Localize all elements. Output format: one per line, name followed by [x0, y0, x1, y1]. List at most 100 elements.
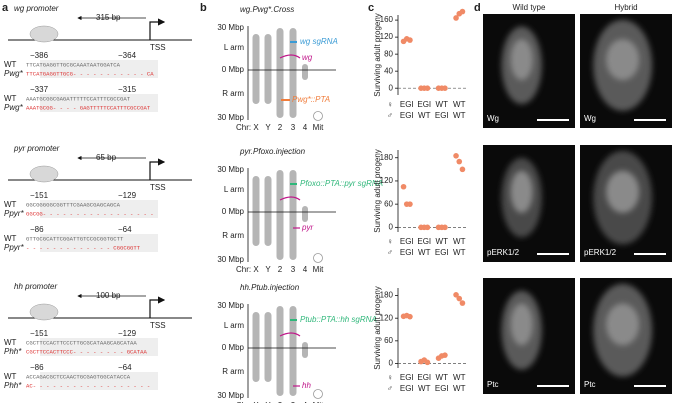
- female-label: WT: [436, 373, 449, 382]
- column-title: Hybrid: [614, 3, 637, 12]
- chromosome: [252, 176, 260, 246]
- male-label: WT: [453, 111, 466, 120]
- chromosome: [252, 34, 260, 104]
- axis-top: 30 Mbp: [217, 301, 244, 310]
- row-label: Ppyr*: [4, 243, 24, 252]
- sequence: TTCATGAGGTTGCGCAAATAATGGATCA: [26, 61, 121, 68]
- axis-bottom: 30 Mbp: [217, 113, 244, 122]
- male-label: EGI: [400, 248, 414, 257]
- row-label: WT: [4, 60, 17, 69]
- dot: [424, 85, 431, 91]
- sequence: CGCTTCCACTTCCCTTGCGCATAAGCAGCATAA: [26, 339, 137, 346]
- chr-name: 3: [291, 123, 296, 132]
- female-label: WT: [453, 373, 466, 382]
- chromosome: [289, 28, 297, 118]
- male-label: EGI: [435, 111, 449, 120]
- row-label: Phh*: [4, 381, 22, 390]
- distance-label: 315 bp: [96, 13, 121, 22]
- chr-label: Chr:: [236, 123, 251, 132]
- l-arm: L arm: [224, 43, 244, 52]
- male-label: WT: [418, 248, 431, 257]
- dot: [424, 359, 431, 366]
- chr-label: Chr:: [236, 401, 251, 403]
- tss-arrow: [149, 296, 166, 318]
- chr-name: 2: [278, 123, 283, 132]
- chr-name: 4: [303, 401, 308, 403]
- y-axis-label: Surviving adult progeny: [373, 13, 382, 97]
- dot: [459, 8, 466, 15]
- stain-label: pERK1/2: [487, 248, 520, 257]
- y-tick-label: 120: [380, 176, 394, 185]
- cas9-complex: [29, 303, 59, 321]
- y-tick-label: 40: [384, 66, 393, 75]
- diagram-title: hh.Ptub.injection: [240, 283, 300, 292]
- female-label: WT: [436, 100, 449, 109]
- column-title: Wild type: [513, 3, 546, 12]
- male-symbol: ♂: [387, 384, 393, 393]
- chromosome: [264, 34, 272, 104]
- position: −151: [30, 191, 49, 200]
- highlight: [40, 60, 158, 78]
- tissue: [501, 26, 542, 105]
- axis-bottom: 30 Mbp: [217, 255, 244, 264]
- tss-arrow: [149, 158, 166, 180]
- female-symbol: ♀: [387, 373, 393, 382]
- y-tick-label: 160: [380, 15, 394, 24]
- sgrna-label: Ptub::PTA::hh sgRNA: [300, 315, 377, 324]
- zero: 0 Mbp: [222, 207, 245, 216]
- r-arm: R arm: [222, 231, 244, 240]
- sequence: CGCTTCCACTTCCC- - - - - - - - GCATAA: [26, 348, 147, 355]
- dot: [442, 352, 448, 358]
- construct-label: Pwg*::PTA: [292, 95, 330, 104]
- dot: [456, 158, 463, 165]
- zero: 0 Mbp: [222, 343, 245, 352]
- tissue-core: [606, 303, 640, 346]
- y-tick-label: 180: [380, 153, 394, 162]
- panel-label: a: [2, 2, 9, 14]
- chromosome: [289, 306, 297, 396]
- tissue: [593, 150, 653, 245]
- tss-label: TSS: [150, 43, 166, 52]
- tissue-core: [510, 170, 533, 213]
- chr-name: X: [253, 265, 259, 274]
- panel-label: b: [200, 2, 207, 14]
- tissue-core: [510, 303, 533, 346]
- y-axis-label: Surviving adult progeny: [373, 286, 382, 370]
- female-label: WT: [436, 237, 449, 246]
- sequence: ACCAGACGCTCCAACTGCGAGTGGCATACCA: [26, 373, 131, 380]
- zero: 0 Mbp: [222, 65, 245, 74]
- male-label: WT: [453, 248, 466, 257]
- row-label: WT: [4, 94, 17, 103]
- y-tick-label: 80: [384, 49, 393, 58]
- chr-name: Y: [265, 401, 271, 403]
- row-label: Pwg*: [4, 69, 24, 78]
- chr-name: Y: [265, 265, 271, 274]
- sequence: AAATGCGG- - - - GAGTTTTTCCATTTCGCCGAT: [26, 104, 151, 111]
- female-label: WT: [453, 237, 466, 246]
- female-label: WT: [453, 100, 466, 109]
- dot: [442, 224, 448, 231]
- r-arm: R arm: [222, 89, 244, 98]
- chr-name: 2: [278, 401, 283, 403]
- male-label: EGI: [400, 111, 414, 120]
- male-label: EGI: [435, 384, 449, 393]
- position: −129: [118, 329, 137, 338]
- dot: [407, 37, 413, 43]
- tissue-core: [510, 39, 533, 81]
- dot: [442, 85, 448, 91]
- highlight: [40, 94, 158, 112]
- r-arm: R arm: [222, 367, 244, 376]
- chr-name: 3: [291, 265, 296, 274]
- tissue: [593, 283, 653, 377]
- male-symbol: ♂: [387, 111, 393, 120]
- row-label: WT: [4, 200, 17, 209]
- mitochondria: [313, 389, 323, 399]
- sequence: GGCGGGGGCGGTTTCGAAGCGAGCAGCA: [26, 201, 121, 208]
- position: −386: [30, 51, 49, 60]
- chromosome: [264, 312, 272, 382]
- male-label: WT: [418, 384, 431, 393]
- tissue: [501, 157, 542, 238]
- stain-label: Ptc: [487, 380, 499, 389]
- chr-name: Mit: [313, 265, 324, 274]
